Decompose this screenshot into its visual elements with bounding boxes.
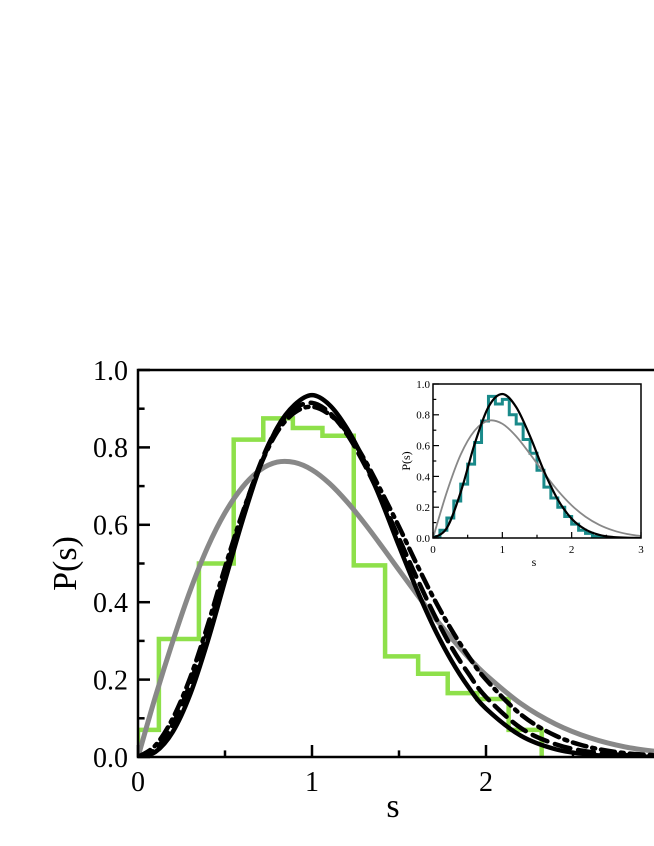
inset-x-tick-label: 0 [430,544,436,556]
main-ticks [136,368,575,759]
inset-y-axis-label: P(s) [399,451,413,470]
inset-ticks [432,383,642,539]
inset-y-tick-label: 0.8 [416,410,430,422]
inset-x-tick-label: 1 [500,544,506,556]
main-x-tick-label: 0 [131,767,145,798]
main-y-tick-label: 0.4 [93,588,128,619]
main-series-group [138,392,654,757]
main-x-tick-label: 2 [479,767,493,798]
main-x-axis-label: s [386,788,399,825]
main-y-tick-label: 0.8 [93,433,128,464]
main-y-tick-label: 1.0 [93,356,128,387]
inset-series-line-solid-gray [433,419,641,538]
inset-y-tick-label: 0.2 [416,502,430,514]
main-series-line-dashdot-black [138,404,654,757]
inset-y-tick-label: 0.4 [416,471,430,483]
main-tick-labels: 0 1 2 0.0 0.2 0.4 0.6 0.8 1.0 [93,356,493,798]
main-chart: 0 1 2 0.0 0.2 0.4 0.6 0.8 1.0 s P(s) [47,356,654,825]
main-y-axis-label: P(s) [47,536,84,591]
main-y-tick-label: 0.6 [93,511,128,542]
inset-x-axis-label: s [532,555,537,569]
inset-y-tick-label: 1.0 [416,379,430,391]
main-x-tick-label: 1 [305,767,319,798]
inset-tick-labels: 0 1 2 3 0.0 0.2 0.4 0.6 0.8 1.0 [416,379,644,556]
inset-x-tick-label: 3 [638,544,644,556]
inset-y-tick-label: 0.6 [416,440,430,452]
inset-y-tick-label: 0.0 [416,533,430,545]
main-y-tick-label: 0.2 [93,665,128,696]
main-y-tick-label: 0.0 [93,743,128,774]
inset-chart: 0 1 2 3 0.0 0.2 0.4 0.6 0.8 1.0 s P(s) [399,379,644,569]
main-series-line-solid-gray [138,458,654,757]
inset-x-tick-label: 2 [569,544,575,556]
